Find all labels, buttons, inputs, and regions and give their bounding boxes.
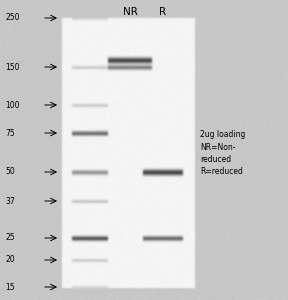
Text: 75: 75: [5, 128, 15, 137]
Text: 20: 20: [5, 256, 15, 265]
Text: 2ug loading
NR=Non-
reduced
R=reduced: 2ug loading NR=Non- reduced R=reduced: [200, 130, 245, 176]
Text: 150: 150: [5, 62, 20, 71]
Text: 25: 25: [5, 233, 15, 242]
Text: NR: NR: [123, 7, 137, 17]
Text: 100: 100: [5, 100, 20, 109]
Text: R: R: [160, 7, 166, 17]
Text: 37: 37: [5, 196, 15, 206]
Text: 50: 50: [5, 167, 15, 176]
Text: 250: 250: [5, 14, 20, 22]
Text: 15: 15: [5, 283, 15, 292]
